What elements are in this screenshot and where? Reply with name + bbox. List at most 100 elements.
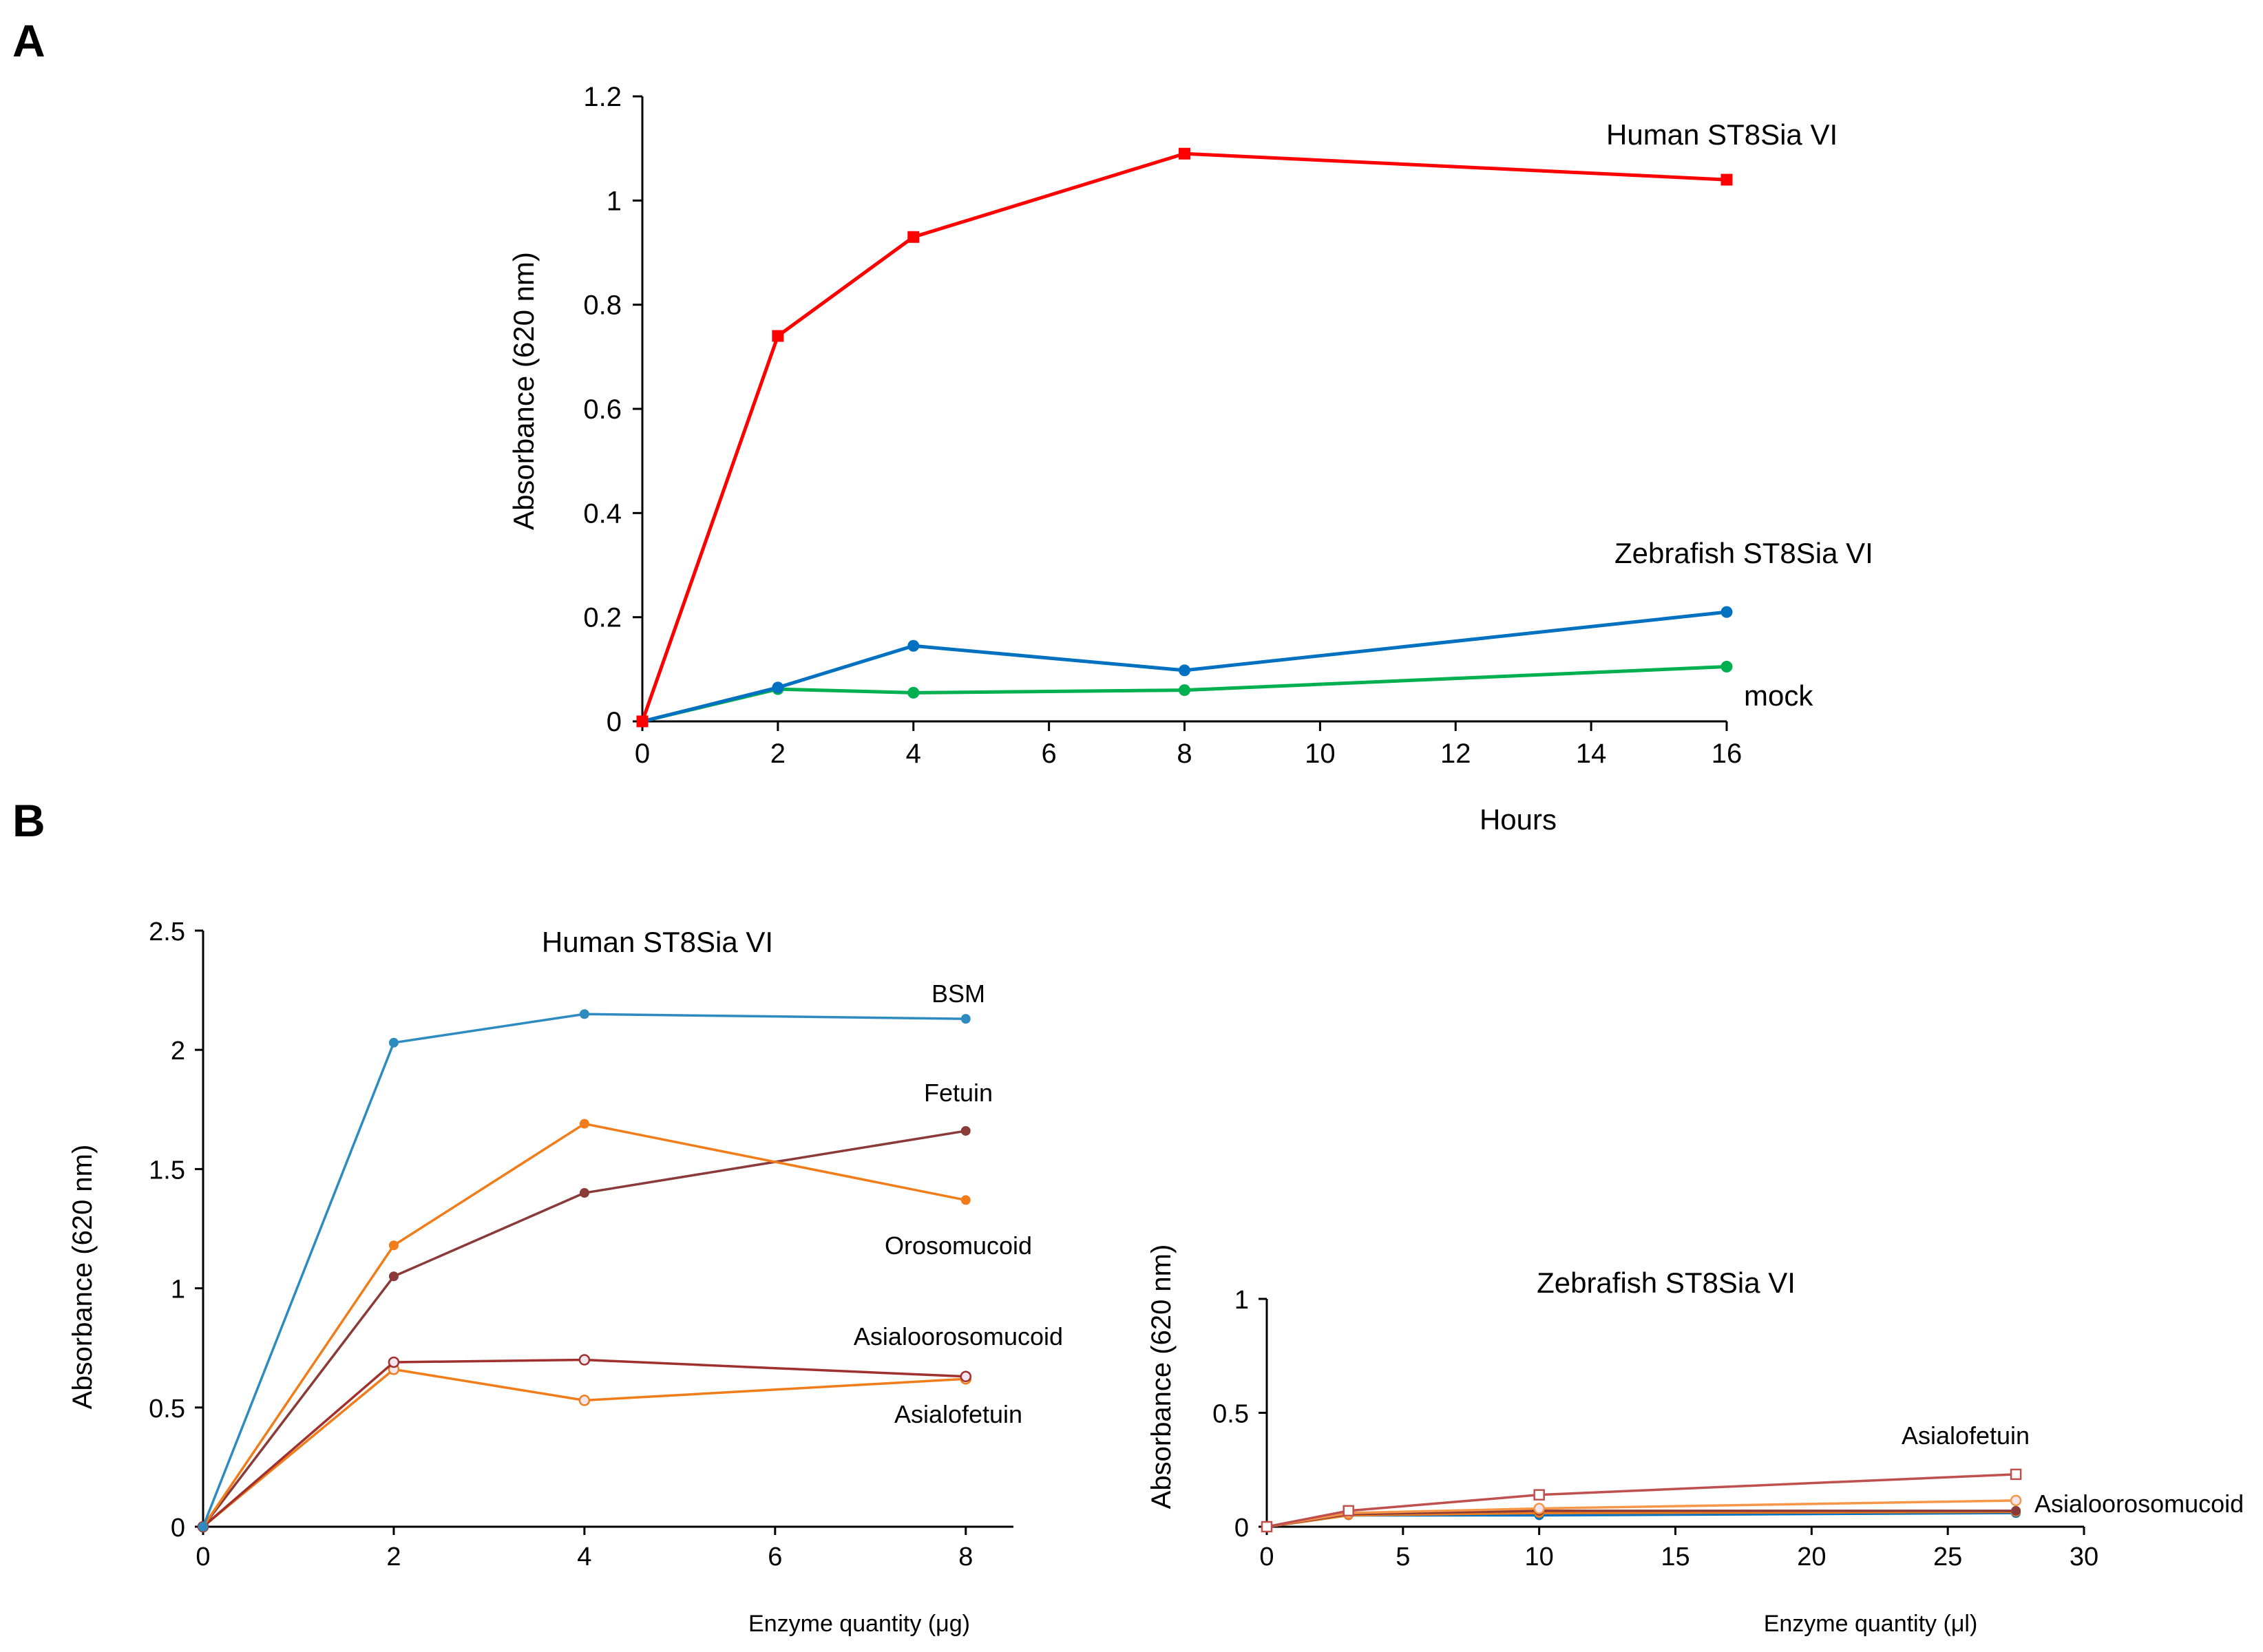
chart-b-human-ylabel: Absorbance (620 nm) [67, 1145, 98, 1410]
chart-a-y-tick-label: 0.2 [583, 603, 622, 633]
chart-a-label-human: Human ST8Sia VI [1606, 118, 1838, 151]
chart-b-zebrafish-point-orosomucoid [2011, 1505, 2021, 1516]
chart-b-human-point-fetuin [388, 1240, 399, 1251]
chart-a-y-tick-label: 1.2 [583, 82, 622, 112]
chart-b-human-point-fetuin [579, 1119, 589, 1129]
chart-b-zebrafish-point-asialoorosomucoid [1533, 1503, 1545, 1514]
chart-b-human-y-tick-label: 0 [171, 1514, 185, 1543]
chart-b-zebrafish-point-asialofetuin [1261, 1521, 1273, 1533]
chart-b-zebrafish-x-tick-label: 0 [1259, 1543, 1274, 1571]
chart-b-human-point-orosomucoid [960, 1125, 971, 1136]
chart-b-human-label-bsm: BSM [931, 979, 985, 1008]
chart-b-zebrafish-x-tick-label: 25 [1933, 1543, 1962, 1571]
chart-b-zebrafish-y-tick-label: 0.5 [1212, 1400, 1249, 1429]
chart-a-point-mock [907, 686, 920, 699]
chart-b-zebrafish-x-tick-label: 10 [1525, 1543, 1554, 1571]
chart-b-zebrafish-point-asialofetuin [2010, 1468, 2022, 1481]
chart-b-zebrafish-ylabel: Absorbance (620 nm) [1146, 1245, 1177, 1510]
chart-a-point-human-st8sia-vi [636, 715, 649, 728]
chart-b-human-point-bsm [198, 1522, 208, 1532]
chart-a-y-tick-label: 0.6 [583, 394, 622, 425]
chart-a-point-human-st8sia-vi [1179, 147, 1190, 160]
chart-b-human-series-line-asialoorosomucoid [202, 1358, 966, 1528]
panel-label-b: B [12, 795, 45, 846]
chart-b-human-point-asialoorosomucoid [960, 1370, 972, 1383]
chart-a-point-zebrafish-st8sia-vi [1179, 664, 1190, 677]
chart-b-human-title: Human ST8Sia VI [542, 926, 773, 958]
chart-b-human-y-tick-label: 2 [171, 1037, 185, 1066]
chart-b-human-x-tick-label: 2 [386, 1543, 401, 1571]
panel-label-a: A [12, 15, 45, 66]
chart-b-zebrafish-x-tick-label: 20 [1797, 1543, 1826, 1571]
chart-b-human-y-tick-label: 1 [171, 1275, 185, 1304]
chart-a-x-tick-label: 8 [1177, 739, 1192, 769]
chart-b-zebrafish-x-tick-label: 15 [1661, 1543, 1690, 1571]
chart-b-zebrafish-x-tick-label: 30 [2070, 1543, 2098, 1571]
chart-b-zebrafish-point-asialoorosomucoid [2010, 1494, 2022, 1507]
chart-a-series-line-human-st8sia-vi [640, 151, 1727, 722]
chart-a-x-tick-label: 16 [1712, 739, 1743, 769]
chart-b-human-point-orosomucoid [579, 1188, 589, 1198]
chart-b-human-label-orosomucoid: Orosomucoid [885, 1231, 1032, 1260]
chart-a-point-zebrafish-st8sia-vi [772, 681, 784, 694]
chart-b-human-point-asialofetuin [578, 1395, 591, 1406]
chart-a-ylabel: Absorbance (620 nm) [507, 252, 540, 530]
chart-b-human-label-asialoorosomucoid: Asialoorosomucoid [854, 1322, 1063, 1351]
chart-a-x-tick-label: 4 [906, 739, 921, 769]
chart-b-human-point-bsm [579, 1009, 589, 1019]
chart-b-human-x-tick-label: 0 [196, 1543, 210, 1571]
chart-a-x-tick-label: 12 [1440, 739, 1471, 769]
chart-b-human-label-asialofetuin: Asialofetuin [894, 1400, 1022, 1428]
chart-a-x-tick-label: 10 [1305, 739, 1336, 769]
chart-b-zebrafish-series-line-asialofetuin [1266, 1473, 2017, 1528]
chart-a-point-human-st8sia-vi [1720, 173, 1733, 186]
chart-b-human-y-tick-label: 0.5 [149, 1395, 185, 1423]
chart-b-human-xlabel: Enzyme quantity (μg) [748, 1611, 970, 1637]
chart-b-human-y-tick-label: 2.5 [149, 918, 185, 946]
chart-b-human-point-bsm [960, 1014, 971, 1024]
chart-b-human-x-tick-label: 6 [768, 1543, 782, 1571]
chart-b-zebrafish-y-tick-label: 0 [1234, 1514, 1249, 1543]
chart-a-x-tick-label: 0 [635, 739, 650, 769]
chart-b-human: Human ST8Sia VI Absorbance (620 nm) Enzy… [67, 918, 1063, 1637]
chart-b-human-series-line-bsm [202, 1013, 966, 1527]
chart-b-zebrafish: Zebrafish ST8Sia VI Absorbance (620 nm) … [1146, 1245, 2244, 1637]
chart-b-human-y-tick-label: 1.5 [149, 1156, 185, 1185]
chart-b-human-point-fetuin [960, 1195, 971, 1205]
chart-a-label-zebrafish: Zebrafish ST8Sia VI [1614, 537, 1873, 569]
chart-b-human-x-tick-label: 8 [958, 1543, 973, 1571]
chart-a-point-human-st8sia-vi [772, 330, 784, 342]
chart-b-human-series-line-asialofetuin [202, 1368, 966, 1528]
chart-a-y-tick-label: 0.4 [583, 498, 622, 529]
chart-a-x-tick-label: 6 [1042, 739, 1057, 769]
chart-b-zebrafish-x-tick-label: 5 [1396, 1543, 1410, 1571]
chart-b-human-point-asialoorosomucoid [388, 1356, 400, 1368]
chart-b-zebrafish-point-asialofetuin [1343, 1505, 1354, 1517]
chart-a-point-mock [1720, 661, 1733, 673]
chart-b-zebrafish-label-asialoorosomucoid: Asialoorosomucoid [2034, 1490, 2244, 1518]
chart-b-zebrafish-title: Zebrafish ST8Sia VI [1537, 1267, 1796, 1299]
chart-a-label-mock: mock [1744, 679, 1813, 712]
chart-a-point-human-st8sia-vi [907, 231, 920, 243]
chart-b-zebrafish-xlabel: Enzyme quantity (μl) [1764, 1611, 1978, 1637]
chart-a-x-tick-label: 14 [1576, 739, 1607, 769]
chart-b-zebrafish-y-tick-label: 1 [1234, 1286, 1249, 1315]
chart-b-human-label-fetuin: Fetuin [924, 1079, 993, 1107]
chart-a-point-zebrafish-st8sia-vi [907, 639, 920, 652]
chart-a-point-mock [1179, 684, 1190, 697]
chart-b-human-point-orosomucoid [388, 1271, 399, 1282]
chart-a-y-tick-label: 0 [607, 707, 622, 737]
chart-b-human-x-tick-label: 4 [577, 1543, 591, 1571]
chart-b-zebrafish-point-asialofetuin [1533, 1489, 1545, 1501]
chart-b-human-point-asialoorosomucoid [578, 1354, 591, 1366]
chart-b-human-series-line-fetuin [202, 1122, 967, 1527]
chart-b-human-point-bsm [388, 1037, 399, 1048]
chart-a-xlabel: Hours [1480, 803, 1557, 836]
chart-a-time-course: Absorbance (620 nm) Hours Human ST8Sia V… [507, 82, 1873, 836]
chart-a-y-tick-label: 1 [607, 186, 622, 216]
chart-a-point-zebrafish-st8sia-vi [1720, 606, 1733, 618]
chart-a-y-tick-label: 0.8 [583, 290, 622, 321]
chart-b-zebrafish-label-asialofetuin: Asialofetuin [1902, 1421, 2030, 1450]
chart-a-x-tick-label: 2 [770, 739, 786, 769]
